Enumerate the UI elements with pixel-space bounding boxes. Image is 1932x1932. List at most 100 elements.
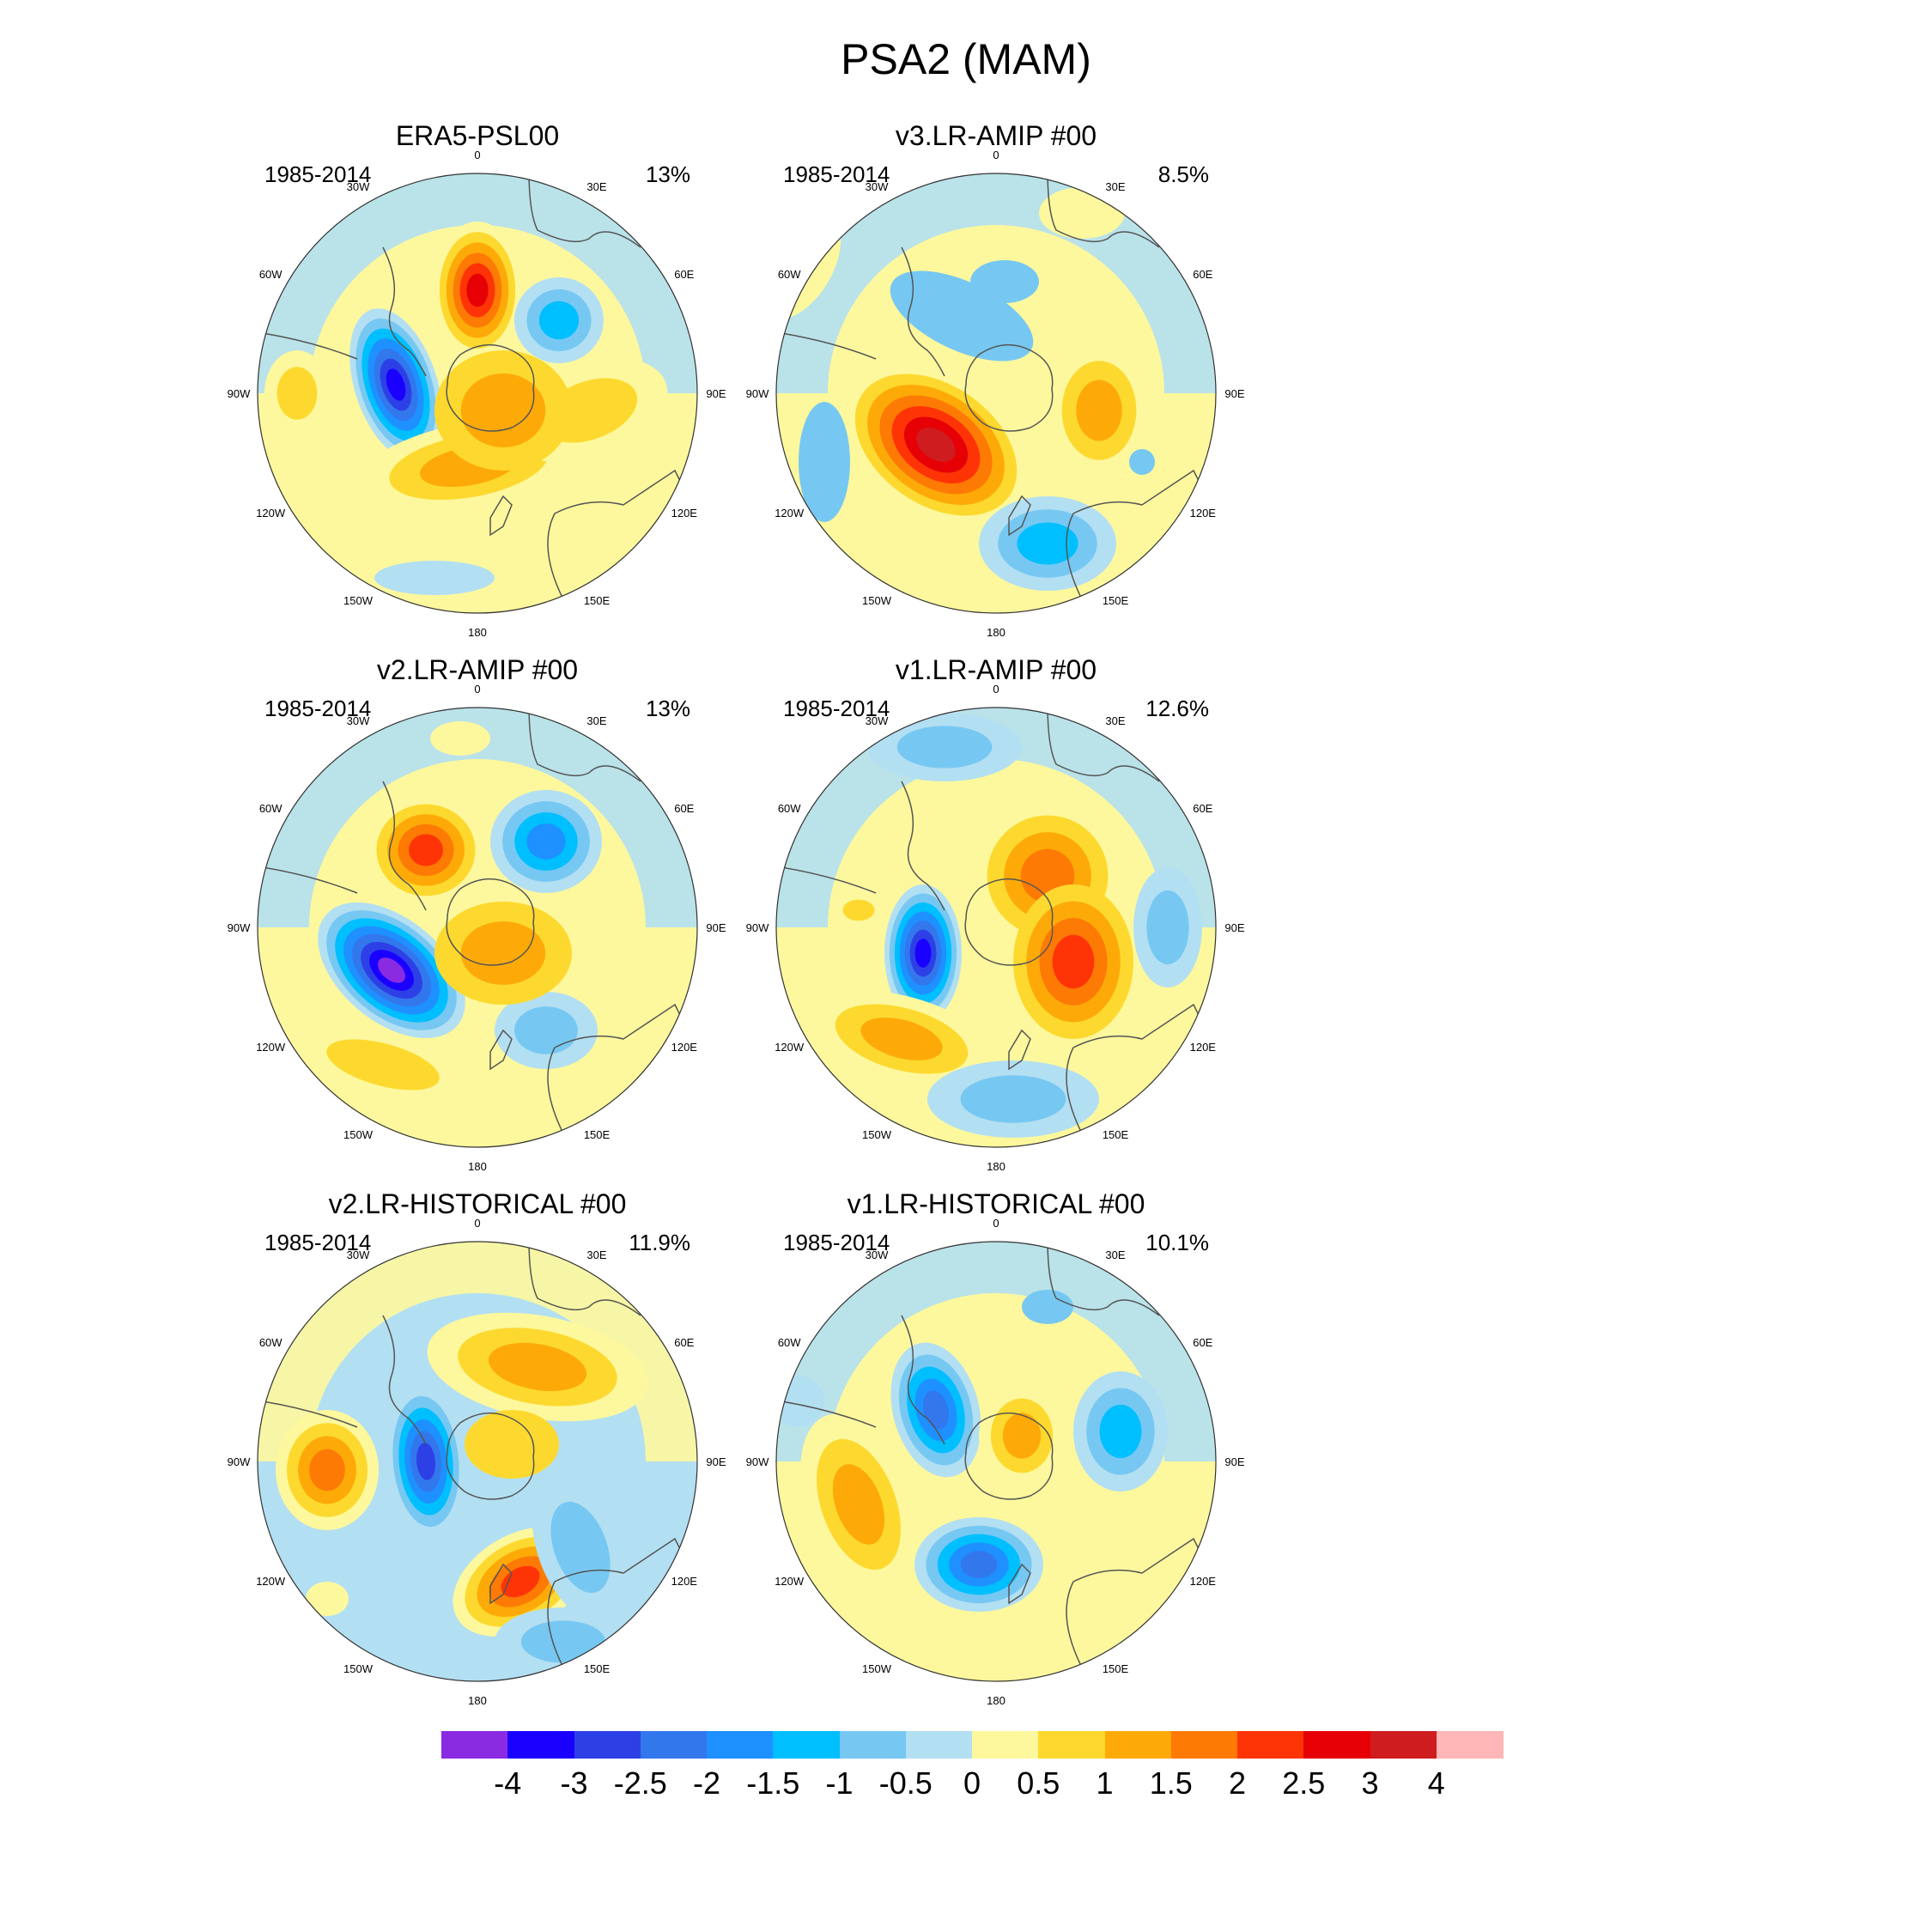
contour-region bbox=[916, 427, 956, 463]
longitude-label: 30E bbox=[1105, 714, 1125, 727]
contour-region bbox=[1052, 934, 1095, 989]
colorbar-swatch bbox=[905, 1731, 973, 1759]
new-zealand-coastline bbox=[1008, 1029, 1031, 1071]
antarctica-coastline bbox=[446, 878, 535, 966]
polar-map: 0 30E 60E 90E 120E 150E 180 150W 120W 90W 60W 30W bbox=[228, 1217, 726, 1707]
longitude-label: 30W bbox=[347, 1249, 370, 1261]
antarctica-coastline bbox=[964, 878, 1054, 966]
contour-region bbox=[1076, 380, 1122, 441]
panel-variance-percent: 13% bbox=[645, 161, 690, 187]
contour-region bbox=[1039, 187, 1125, 239]
panel-years: 1985-2014 bbox=[783, 161, 890, 187]
map-border bbox=[257, 707, 698, 1148]
antarctica-coastline bbox=[446, 1412, 535, 1500]
new-zealand-coastline bbox=[489, 1029, 513, 1071]
longitude-label: 150W bbox=[862, 1662, 892, 1675]
colorbar-tick-label: -0.5 bbox=[878, 1765, 933, 1801]
map-border bbox=[775, 1241, 1217, 1682]
contour-region bbox=[460, 373, 546, 448]
longitude-label: 60W bbox=[778, 268, 801, 281]
map-border bbox=[775, 707, 1217, 1148]
longitude-label: 90W bbox=[228, 1455, 251, 1468]
africa-coastline bbox=[1047, 1242, 1160, 1316]
contour-region bbox=[1146, 890, 1189, 965]
longitude-label: 30E bbox=[586, 714, 606, 727]
longitude-label: 90E bbox=[1224, 387, 1244, 400]
colorbar-swatch bbox=[640, 1731, 708, 1759]
longitude-label: 0 bbox=[474, 683, 480, 696]
longitude-label: 150E bbox=[584, 1662, 611, 1675]
contour-region bbox=[1056, 1530, 1159, 1616]
longitude-label: 60E bbox=[674, 1336, 694, 1349]
contour-region bbox=[799, 402, 850, 522]
panel-variance-percent: 13% bbox=[645, 696, 690, 721]
colorbar-swatch bbox=[1038, 1731, 1105, 1759]
longitude-label: 60W bbox=[778, 1336, 801, 1349]
longitude-label: 120E bbox=[1190, 1041, 1217, 1054]
page-title: PSA2 (MAM) bbox=[841, 35, 1091, 83]
longitude-label: 180 bbox=[987, 1694, 1005, 1707]
colorbar-swatch bbox=[839, 1731, 907, 1759]
longitude-label: 120W bbox=[256, 1575, 286, 1588]
longitude-label: 150E bbox=[1103, 1128, 1129, 1141]
contour-region bbox=[914, 939, 932, 968]
longitude-label: 120E bbox=[671, 507, 698, 519]
colorbar-swatch bbox=[1303, 1731, 1370, 1759]
longitude-label: 180 bbox=[987, 626, 1005, 639]
contour-region bbox=[276, 367, 318, 420]
panel-years: 1985-2014 bbox=[264, 1230, 372, 1255]
contour-region bbox=[374, 561, 495, 595]
colorbar-swatch bbox=[707, 1731, 774, 1759]
contour-region bbox=[416, 1443, 436, 1480]
contour-region bbox=[1017, 522, 1078, 565]
contour-region bbox=[1129, 449, 1155, 475]
contour-region bbox=[378, 957, 405, 983]
longitude-label: 60W bbox=[259, 268, 283, 281]
longitude-label: 90E bbox=[1224, 921, 1244, 934]
contour-region bbox=[1002, 1413, 1042, 1459]
colorbar-swatch bbox=[972, 1731, 1039, 1759]
longitude-label: 120W bbox=[256, 1041, 286, 1054]
colorbar-tick-label: 2.5 bbox=[1282, 1765, 1326, 1801]
antarctica-coastline bbox=[964, 1412, 1054, 1500]
longitude-label: 120W bbox=[775, 507, 805, 519]
longitude-label: 0 bbox=[993, 1217, 999, 1230]
longitude-label: 90E bbox=[706, 1455, 726, 1468]
colorbar-tick-label: -1 bbox=[825, 1765, 854, 1801]
longitude-label: 150E bbox=[1103, 1662, 1129, 1675]
australia-coastline bbox=[547, 1537, 693, 1668]
panel-years: 1985-2014 bbox=[264, 161, 372, 187]
contour-region bbox=[890, 270, 1034, 361]
colorbar-tick-label: 0 bbox=[963, 1765, 981, 1801]
longitude-label: 180 bbox=[468, 626, 487, 639]
australia-coastline bbox=[547, 469, 693, 600]
longitude-label: 0 bbox=[993, 683, 999, 696]
longitude-label: 120E bbox=[1190, 507, 1217, 519]
longitude-label: 120E bbox=[671, 1041, 698, 1054]
contour-region bbox=[832, 1464, 885, 1545]
polar-map: 0 30E 60E 90E 120E 150E 180 150W 120W 90W 60W 30W bbox=[746, 1217, 1245, 1707]
contour-region bbox=[309, 1449, 345, 1492]
longitude-label: 120W bbox=[775, 1575, 805, 1588]
longitude-label: 60W bbox=[778, 802, 801, 815]
colorbar-swatch bbox=[441, 1731, 508, 1759]
polar-map: 0 30E 60E 90E 120E 150E 180 150W 120W 90W 60W 30W bbox=[746, 683, 1245, 1173]
australia-coastline bbox=[1066, 1537, 1212, 1668]
longitude-label: 60E bbox=[1193, 1336, 1212, 1349]
longitude-label: 30E bbox=[1105, 1249, 1125, 1261]
map-panel: v1.LR-HISTORICAL #00 0 30E 60E 90E 120E 150E 18… bbox=[738, 1188, 1254, 1721]
map-border bbox=[257, 173, 698, 614]
longitude-label: 150W bbox=[343, 1662, 374, 1675]
panel-variance-percent: 8.5% bbox=[1157, 161, 1209, 187]
longitude-label: 90W bbox=[746, 387, 769, 400]
panel-variance-percent: 11.9% bbox=[629, 1230, 690, 1255]
longitude-label: 60E bbox=[1193, 802, 1212, 815]
antarctica-coastline bbox=[446, 343, 535, 432]
colorbar-swatch bbox=[574, 1731, 641, 1759]
new-zealand-coastline bbox=[1008, 495, 1031, 537]
contour-region bbox=[1099, 1404, 1142, 1459]
colorbar bbox=[441, 1731, 1504, 1759]
colorbar-tick-label: -1.5 bbox=[746, 1765, 800, 1801]
contour-region bbox=[386, 368, 406, 401]
longitude-label: 120E bbox=[1190, 1575, 1217, 1588]
